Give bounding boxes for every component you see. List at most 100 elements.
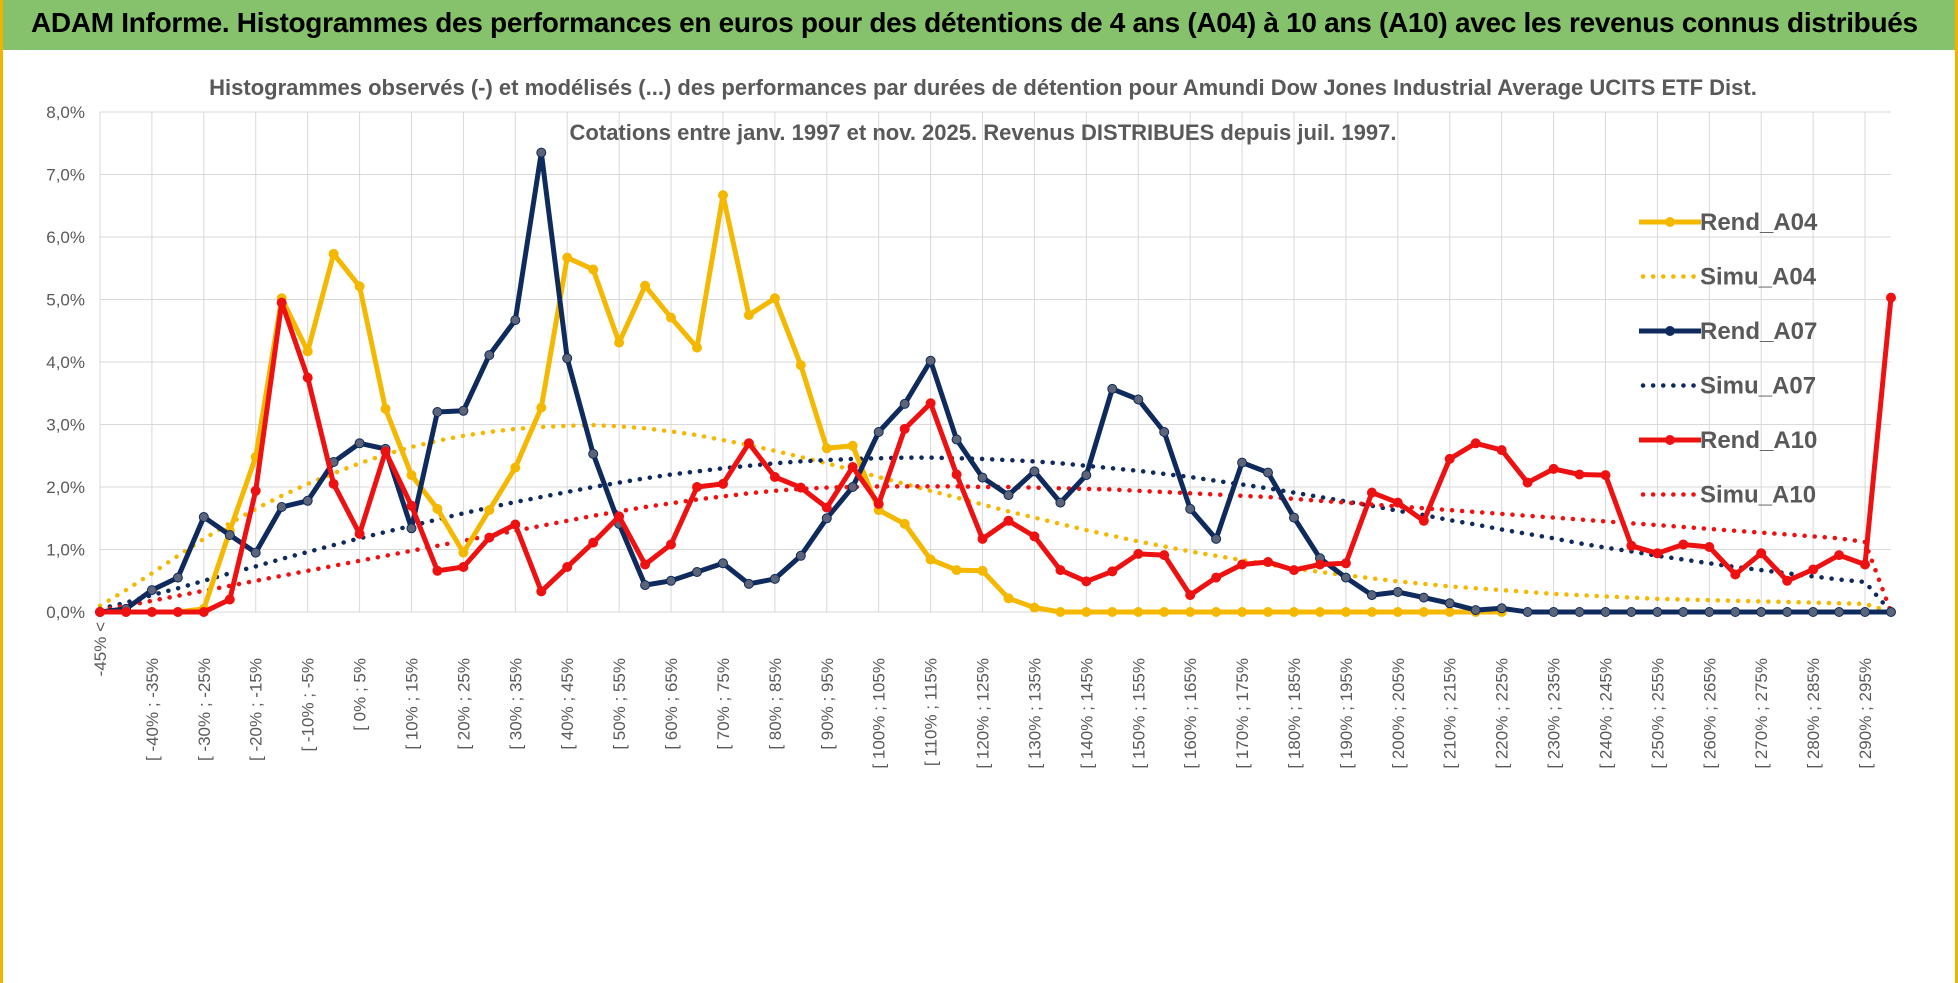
data-point-Rend_A10: [146, 607, 157, 617]
data-point-Rend_A10: [692, 482, 702, 492]
data-point-Rend_A07: [1548, 607, 1559, 617]
data-point-Rend_A10: [458, 562, 469, 572]
x-tick-label: [ 140% ; 145%: [1077, 658, 1096, 769]
data-point-Rend_A07: [1185, 503, 1196, 514]
x-tick-label: [ 290% ; 295%: [1856, 658, 1875, 769]
legend-label: Rend_A07: [1700, 318, 1817, 345]
data-point-Rend_A07: [406, 523, 417, 534]
data-point-Rend_A04: [1237, 607, 1248, 617]
y-tick-label: 2,0%: [46, 478, 85, 497]
data-point-Rend_A07: [1289, 512, 1299, 523]
data-point-Rend_A10: [224, 594, 235, 605]
data-point-Rend_A10: [1886, 292, 1896, 303]
data-point-Rend_A10: [328, 478, 339, 489]
legend-label: Rend_A04: [1700, 209, 1818, 236]
data-point-Rend_A07: [1133, 394, 1144, 405]
data-point-Rend_A07: [1444, 598, 1455, 609]
data-point-Rend_A04: [1081, 607, 1092, 617]
data-point-Rend_A07: [666, 575, 676, 586]
data-point-Rend_A04: [1055, 607, 1066, 617]
x-tick-label: [ 280% ; 285%: [1804, 658, 1823, 769]
data-point-Rend_A10: [276, 297, 287, 308]
data-point-Rend_A10: [1159, 550, 1170, 561]
series: [95, 147, 1896, 617]
x-tick-label: [ 120% ; 125%: [974, 658, 993, 769]
data-point-Rend_A04: [977, 565, 988, 576]
data-point-Rend_A07: [1496, 603, 1507, 614]
chart-frame: Histogrammes observés (-) et modélisés (…: [0, 50, 1958, 983]
x-tick-label: [ 160% ; 165%: [1181, 658, 1200, 769]
data-point-Rend_A07: [1237, 457, 1248, 468]
data-point-Rend_A04: [406, 470, 417, 481]
data-point-Rend_A10: [406, 500, 417, 511]
data-point-Rend_A10: [432, 565, 443, 576]
data-point-Rend_A07: [1652, 607, 1663, 617]
data-point-Rend_A04: [743, 310, 754, 321]
grid: [99, 111, 1891, 613]
legend-item-Rend_A04[interactable]: Rend_A04: [1639, 209, 1818, 236]
data-point-Rend_A04: [1133, 607, 1144, 617]
data-point-Rend_A07: [769, 573, 780, 584]
data-point-Rend_A07: [718, 558, 728, 569]
data-point-Rend_A04: [1444, 607, 1455, 617]
series-line-Simu_A07: [97, 455, 1894, 615]
data-point-Rend_A07: [1886, 607, 1896, 617]
data-point-Rend_A04: [614, 337, 625, 348]
legend-item-Simu_A04[interactable]: Simu_A04: [1640, 264, 1817, 291]
x-tick-label: [ -40% ; -35%: [143, 658, 162, 761]
legend-item-Simu_A07[interactable]: Simu_A07: [1640, 373, 1816, 400]
data-point-Rend_A10: [536, 586, 547, 597]
legend-item-Rend_A10[interactable]: Rend_A10: [1639, 427, 1817, 454]
data-point-Rend_A04: [821, 443, 832, 454]
data-point-Rend_A04: [302, 346, 313, 357]
x-tick-label: [ 100% ; 105%: [870, 658, 889, 769]
y-tick-label: 7,0%: [46, 166, 85, 185]
data-point-Rend_A10: [666, 539, 676, 550]
data-point-Rend_A10: [1418, 515, 1429, 526]
data-point-Rend_A04: [432, 503, 443, 514]
data-point-Rend_A10: [1003, 515, 1014, 526]
data-point-Rend_A10: [847, 462, 858, 472]
x-tick-label: [ 60% ; 65%: [662, 658, 681, 750]
data-point-Rend_A10: [1315, 559, 1325, 570]
data-point-Rend_A10: [1548, 463, 1559, 474]
x-tick-label: [ 70% ; 75%: [714, 658, 733, 750]
data-point-Rend_A04: [847, 440, 858, 451]
data-point-Rend_A10: [1211, 572, 1222, 583]
data-point-Rend_A07: [536, 147, 547, 158]
data-point-Rend_A04: [692, 342, 702, 353]
data-point-Rend_A10: [250, 485, 261, 496]
x-tick-label: [ 230% ; 235%: [1545, 658, 1564, 769]
data-point-Rend_A07: [250, 547, 261, 558]
data-point-Rend_A07: [692, 567, 702, 577]
data-point-Rend_A10: [588, 537, 599, 548]
legend[interactable]: Rend_A04 Simu_A04 Rend_A07 Simu_A07 Rend_A10…: [1639, 209, 1818, 509]
data-point-Rend_A07: [1574, 607, 1585, 617]
series-line-Rend_A07: [99, 150, 1891, 615]
data-point-Rend_A04: [484, 505, 495, 516]
data-point-Rend_A10: [484, 532, 495, 543]
x-tick-label: [ -10% ; -5%: [299, 658, 318, 752]
x-tick-label: [ 250% ; 255%: [1648, 658, 1667, 769]
data-point-Rend_A10: [1756, 548, 1767, 559]
legend-item-Rend_A07[interactable]: Rend_A07: [1639, 318, 1817, 345]
data-point-Rend_A04: [328, 248, 339, 259]
y-tick-label: 6,0%: [46, 228, 85, 247]
data-point-Rend_A04: [1029, 602, 1040, 613]
data-point-Rend_A10: [172, 607, 183, 617]
data-point-Rend_A07: [1263, 467, 1273, 478]
data-point-Rend_A07: [588, 448, 599, 459]
data-point-Rend_A07: [743, 578, 754, 589]
x-tick-label: [ 20% ; 25%: [454, 658, 473, 750]
legend-item-Simu_A10[interactable]: Simu_A10: [1640, 482, 1816, 509]
data-point-Rend_A10: [640, 559, 651, 570]
data-point-Rend_A10: [1055, 565, 1066, 576]
x-tick-label: [ 270% ; 275%: [1752, 658, 1771, 769]
data-point-Rend_A04: [562, 252, 573, 263]
data-point-Rend_A07: [1340, 572, 1351, 583]
data-point-Rend_A10: [354, 528, 365, 539]
data-point-Rend_A10: [1678, 539, 1689, 550]
x-tick-label: -45% <: [91, 622, 110, 676]
data-point-Rend_A04: [510, 462, 521, 473]
y-tick-label: 3,0%: [46, 416, 85, 435]
